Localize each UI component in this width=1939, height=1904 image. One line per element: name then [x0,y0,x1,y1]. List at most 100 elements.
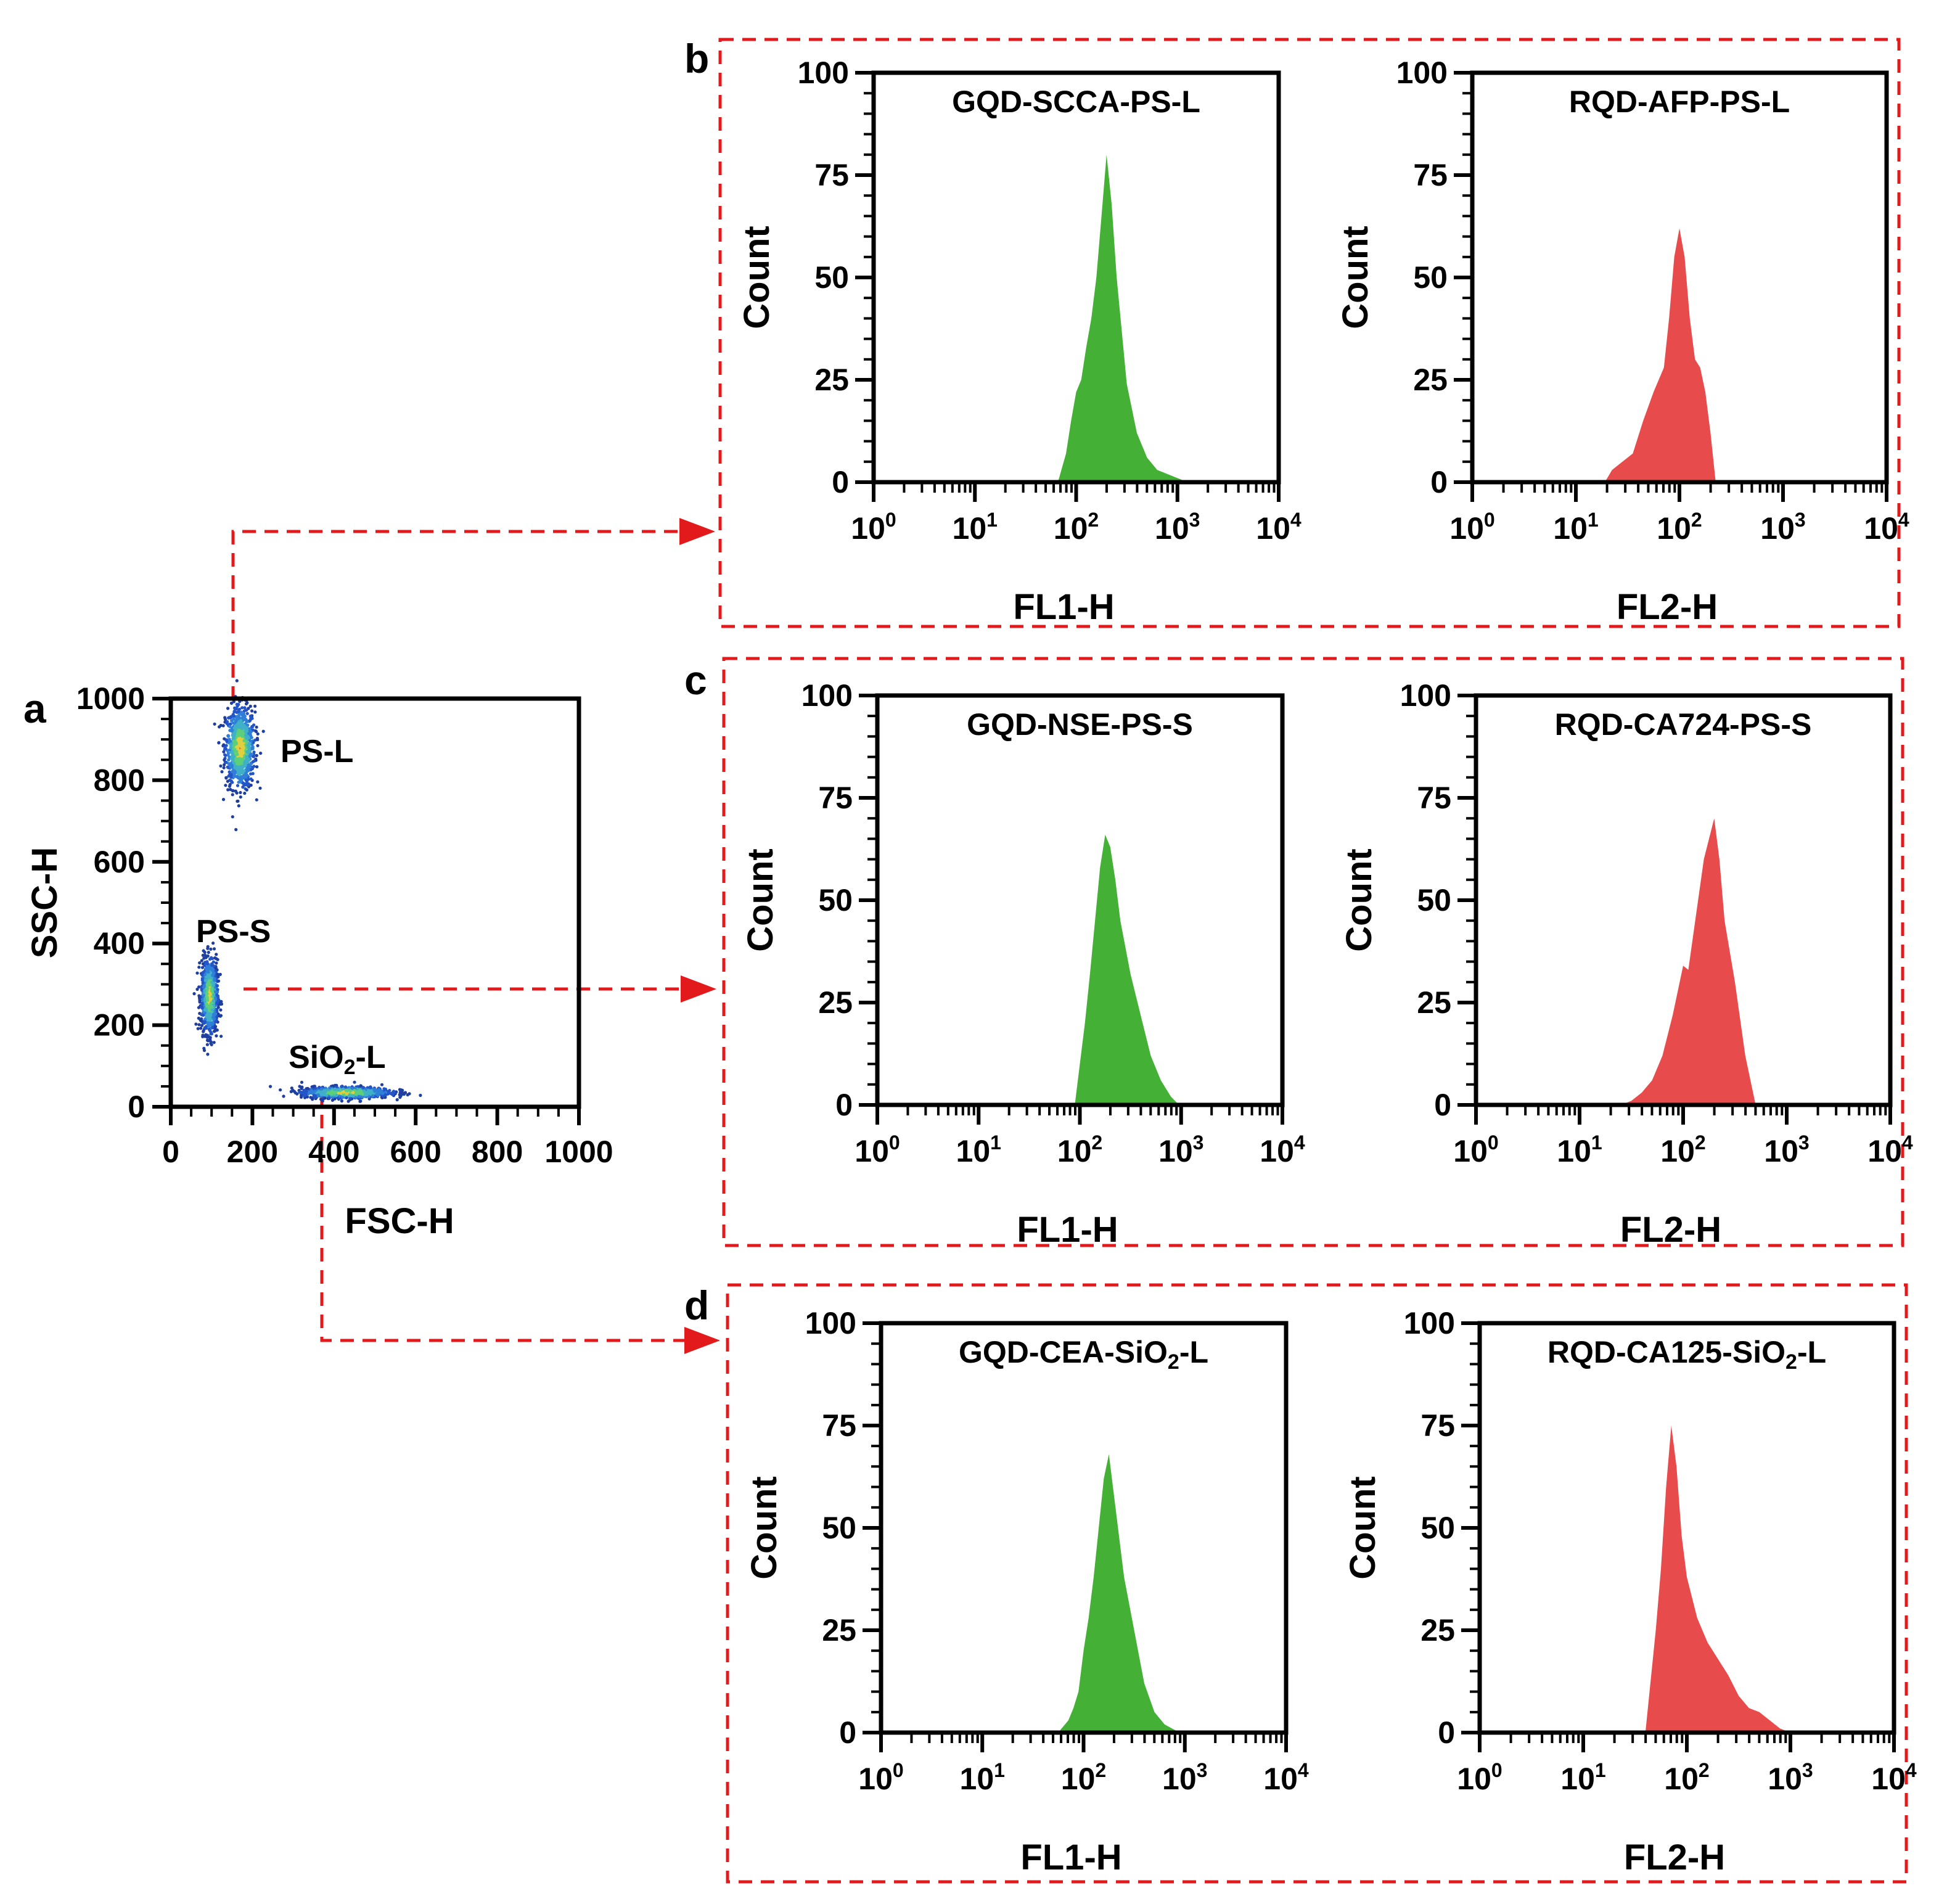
scatter-point [322,1093,327,1097]
scatter-point [197,966,201,969]
scatter-point [240,765,244,768]
scatter-point [215,961,218,965]
scatter-point [237,757,241,760]
scatter-point [216,972,219,976]
scatter-point [224,760,228,765]
scatter-point [258,786,262,790]
scatter-point [308,1091,311,1094]
y-tick-label: 75 [1417,781,1451,815]
scatter-point [223,716,227,720]
x-axis-title: FL2-H [1624,1837,1725,1877]
x-tick-label: 400 [308,1135,359,1169]
scatter-point [234,827,238,832]
scatter-point [392,1089,396,1093]
scatter-point [324,1089,328,1093]
scatter-point [371,1094,375,1098]
scatter-point [351,1094,355,1098]
scatter-point [207,967,210,970]
population-cluster [213,679,265,832]
scatter-point [211,942,215,945]
scatter-point [232,755,236,758]
y-tick-label: 400 [94,926,145,961]
scatter-point [328,1086,332,1089]
histogram-d-left: 0 25 50 75 100 100 101 102 103 104 GQD-CEA-SiO2-L F… [744,1306,1309,1877]
scatter-point [241,722,245,726]
scatter-point [252,755,255,758]
scatter-point [253,710,257,714]
scatter-point [290,1089,294,1093]
scatter-point [255,753,258,757]
scatter-point [240,754,244,758]
scatter-point [246,783,250,787]
scatter-point [226,765,229,769]
scatter-point [380,1083,384,1086]
scatter-point [198,1000,202,1004]
scatter-point [311,1091,315,1094]
scatter-point [207,976,210,980]
plot-title: GQD-CEA-SiO2-L [959,1335,1208,1374]
scatter-point [248,718,252,721]
scatter-point [236,799,239,803]
scatter-point [213,722,216,726]
scatter-point [212,971,216,975]
scatter-point [226,707,230,710]
scatter-point [245,750,249,754]
scatter-point [240,706,244,710]
y-tick-label: 0 [128,1089,145,1124]
scatter-point [213,1027,217,1030]
plot-frame [875,693,1285,1107]
y-axis-title: Count [737,226,777,329]
y-tick-label: 100 [805,1306,856,1340]
histogram-area [1605,228,1716,482]
scatter-point [201,1013,205,1017]
scatter-point [205,1035,209,1038]
scatter-point [216,1006,220,1009]
scatter-point [207,1024,211,1028]
scatter-point [232,726,236,730]
y-tick-label: 100 [1396,55,1448,90]
y-tick-label: 25 [818,985,853,1020]
scatter-point [316,1093,320,1097]
scatter-point [232,714,236,718]
scatter-point [246,723,250,727]
population-label-ps-s: PS-S [196,914,271,950]
histogram-b-left: 0 25 50 75 100 100 101 102 103 104 GQD-SCCA-PS-L FL… [737,55,1302,627]
scatter-point [319,1093,323,1096]
scatter-point [237,804,240,808]
scatter-point [252,741,255,744]
scatter-point [245,712,249,715]
x-tick-label: 100 [855,1131,900,1168]
scatter-point [223,763,226,766]
scatter-point [233,765,237,768]
scatter-point [402,1093,406,1096]
scatter-point [223,758,226,762]
panel-letter-a: a [23,686,47,731]
x-tick-label: 104 [1260,1131,1305,1168]
scatter-point [235,679,239,683]
y-axis-title: Count [744,1476,784,1580]
scatter-point [331,1090,335,1094]
x-tick-label: 100 [858,1759,903,1796]
scatter-point [259,752,263,755]
x-tick-label: 800 [472,1135,523,1169]
scatter-point [353,1080,356,1084]
scatter-point [375,1092,379,1096]
scatter-point [236,752,239,757]
y-tick-label: 25 [1413,363,1448,397]
scatter-point [365,1093,369,1096]
scatter-point [229,701,234,705]
scatter-point [209,947,213,951]
scatter-point [334,1088,338,1091]
scatter-point [229,757,234,760]
scatter-point [247,763,250,767]
scatter-point [224,784,228,787]
scatter-point [215,993,219,997]
scatter-point [198,998,202,1001]
scatter-point [241,769,245,773]
y-tick-label: 50 [1417,883,1451,917]
scatter-point [368,1085,372,1089]
scatter-point [228,784,231,788]
scatter-point [300,1080,304,1084]
scatter-point [244,778,248,782]
scatter-point [197,1006,200,1009]
